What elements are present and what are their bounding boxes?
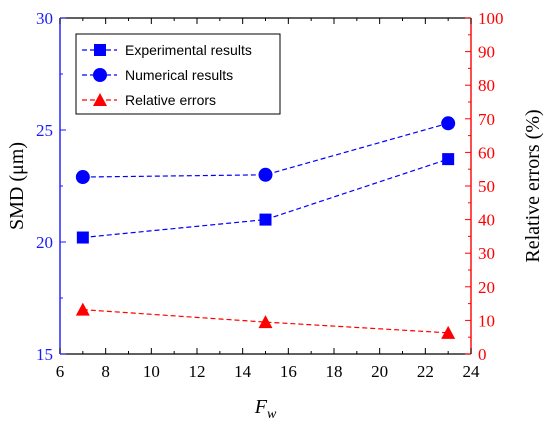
y-right-tick-label-8: 80 xyxy=(478,76,495,95)
y-right-tick-label-1: 10 xyxy=(478,311,495,330)
y-left-tick-label-1: 20 xyxy=(36,233,53,252)
y-right-tick-label-7: 70 xyxy=(478,110,495,129)
x-axis-title-subscript: w xyxy=(267,407,277,422)
y-right-tick-label-3: 30 xyxy=(478,244,495,263)
series-2-point-1 xyxy=(258,315,273,329)
x-tick-label-9: 24 xyxy=(463,362,481,381)
legend-marker-1 xyxy=(93,68,107,82)
x-tick-label-0: 6 xyxy=(56,362,65,381)
y-right-tick-label-9: 90 xyxy=(478,43,495,62)
x-tick-label-7: 20 xyxy=(371,362,388,381)
x-tick-label-6: 18 xyxy=(326,362,343,381)
x-tick-label-4: 14 xyxy=(234,362,252,381)
y-right-tick-label-5: 50 xyxy=(478,177,495,196)
legend-marker-2 xyxy=(93,93,107,106)
axes: 6 8 10 12 14 16 18 20 22 24 15 20 25 30 0 10 20 30 40 50 60 7… xyxy=(6,9,544,422)
x-axis-title-main: F xyxy=(254,396,268,418)
y-left-tick-label-3: 30 xyxy=(36,9,53,28)
y-right-axis-title: Relative errors (%) xyxy=(522,109,544,262)
plot-area xyxy=(75,116,456,339)
y-right-tick-label-0: 0 xyxy=(478,345,487,364)
y-left-tick-label-0: 15 xyxy=(36,345,53,364)
x-tick-label-1: 8 xyxy=(101,362,110,381)
x-tick-label-3: 12 xyxy=(189,362,206,381)
legend: Experimental results Numerical results Rel… xyxy=(75,33,281,115)
x-tick-label-5: 16 xyxy=(280,362,297,381)
y-right-tick-label-2: 20 xyxy=(478,278,495,297)
series-0-point-2 xyxy=(442,153,455,166)
series-line-1 xyxy=(82,122,449,178)
y-left-axis-title: SMD (μm) xyxy=(6,142,28,230)
series-1-point-1 xyxy=(258,167,273,182)
series-1-point-0 xyxy=(75,170,90,185)
series-0-point-0 xyxy=(76,231,89,244)
legend-marker-0 xyxy=(94,44,106,56)
legend-box xyxy=(75,33,281,115)
x-tick-label-2: 10 xyxy=(143,362,160,381)
legend-label-0: Experimental results xyxy=(125,42,252,58)
y-right-tick-label-4: 40 xyxy=(478,211,495,230)
series-2-point-2 xyxy=(441,325,456,339)
x-tick-label-8: 22 xyxy=(417,362,434,381)
series-line-2 xyxy=(82,309,449,334)
x-axis-title: Fw xyxy=(254,396,277,422)
legend-label-1: Numerical results xyxy=(125,67,233,83)
y-left-tick-label-2: 25 xyxy=(36,121,53,140)
series-0-point-1 xyxy=(259,213,272,226)
legend-label-2: Relative errors xyxy=(125,92,216,108)
y-right-tick-label-6: 60 xyxy=(478,143,495,162)
y-right-tick-label-10: 100 xyxy=(478,9,504,28)
series-1-point-2 xyxy=(441,116,456,131)
series-2-point-0 xyxy=(75,302,90,316)
